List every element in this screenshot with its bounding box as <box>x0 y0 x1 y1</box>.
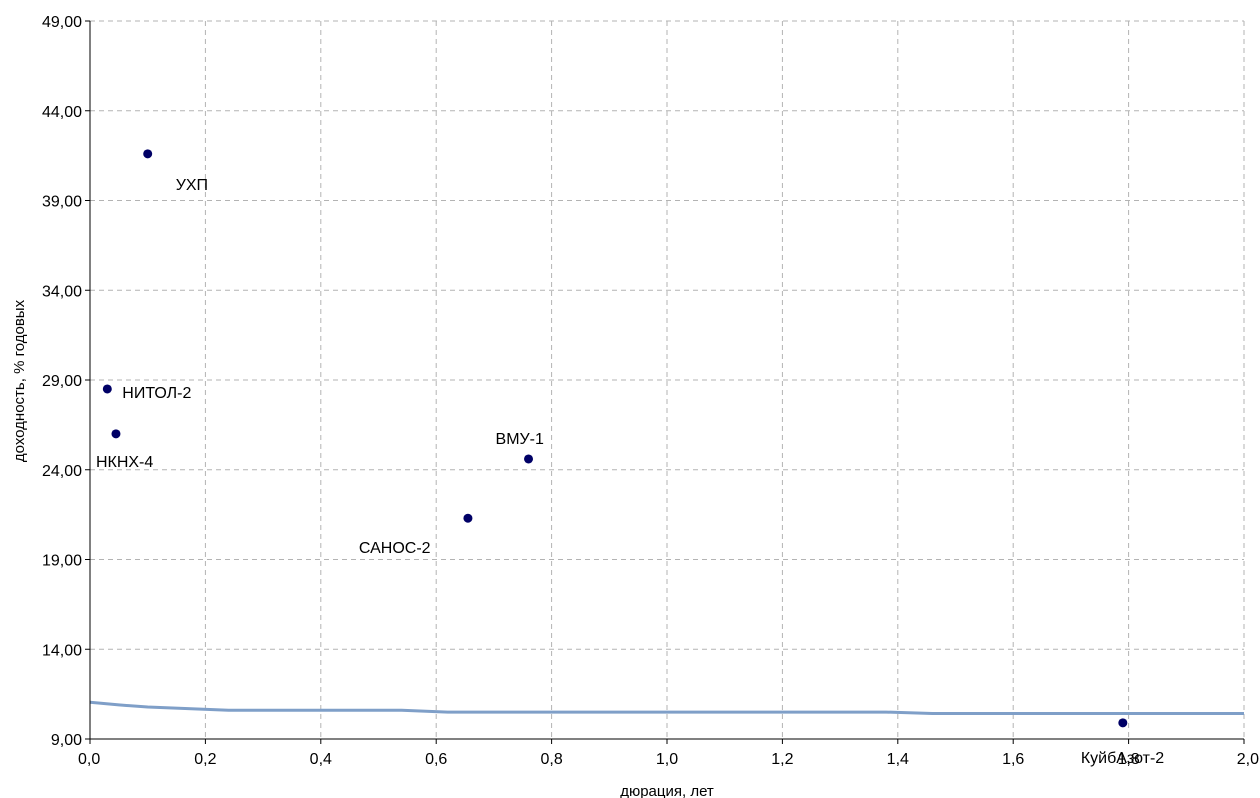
x-tick-label: 0,8 <box>540 751 562 768</box>
curve-layer <box>89 700 1244 715</box>
y-tick-label: 14,00 <box>42 642 82 659</box>
data-point <box>102 384 112 394</box>
point-label: САНОС-2 <box>359 540 431 557</box>
data-points: УХП НИТОЛ-2 НКНХ-4 ВМУ-1 САНОС-2 КуйбАзот-2 <box>96 149 1164 767</box>
point-label: ВМУ-1 <box>496 431 544 448</box>
data-point <box>524 454 534 464</box>
grid-lines <box>90 20 1245 739</box>
x-tick-label: 1,0 <box>656 751 678 768</box>
x-tick-label: 1,6 <box>1002 751 1024 768</box>
data-point <box>1118 718 1128 728</box>
x-tick-label: 0,4 <box>310 751 332 768</box>
point-label: УХП <box>176 177 208 194</box>
data-point <box>111 429 121 439</box>
x-tick-label: 1,8 <box>1117 751 1139 768</box>
axes <box>85 20 1245 744</box>
point-label: НКНХ-4 <box>96 454 153 471</box>
y-tick-label: 34,00 <box>42 283 82 300</box>
x-axis-title: дюрация, лет <box>620 783 714 798</box>
y-tick-label: 29,00 <box>42 373 82 390</box>
x-tick-label: 0,6 <box>425 751 447 768</box>
data-point <box>143 149 153 159</box>
y-tick-label: 44,00 <box>42 104 82 121</box>
y-tick-label: 19,00 <box>42 553 82 570</box>
x-tick-label: 1,2 <box>771 751 793 768</box>
yield-curve <box>89 700 1244 715</box>
x-tick-label: 0,0 <box>78 751 100 768</box>
point-label: НИТОЛ-2 <box>122 385 191 402</box>
x-tick-label: 0,2 <box>194 751 216 768</box>
y-tick-label: 9,00 <box>51 732 82 749</box>
x-tick-labels: 0,0 0,2 0,4 0,6 0,8 1,0 1,2 1,4 1,6 1,8 2,0 <box>78 751 1259 768</box>
y-tick-labels: 9,00 14,00 19,00 24,00 29,00 34,00 39,00 44,00 4… <box>42 14 82 749</box>
data-point <box>463 513 473 523</box>
y-tick-label: 39,00 <box>42 194 82 211</box>
y-axis-title: доходность, % годовых <box>11 299 28 462</box>
x-tick-label: 1,4 <box>887 751 909 768</box>
y-tick-label: 49,00 <box>42 14 82 31</box>
y-tick-label: 24,00 <box>42 463 82 480</box>
x-tick-label: 2,0 <box>1237 751 1259 768</box>
point-label: КуйбАзот-2 <box>1081 750 1164 767</box>
